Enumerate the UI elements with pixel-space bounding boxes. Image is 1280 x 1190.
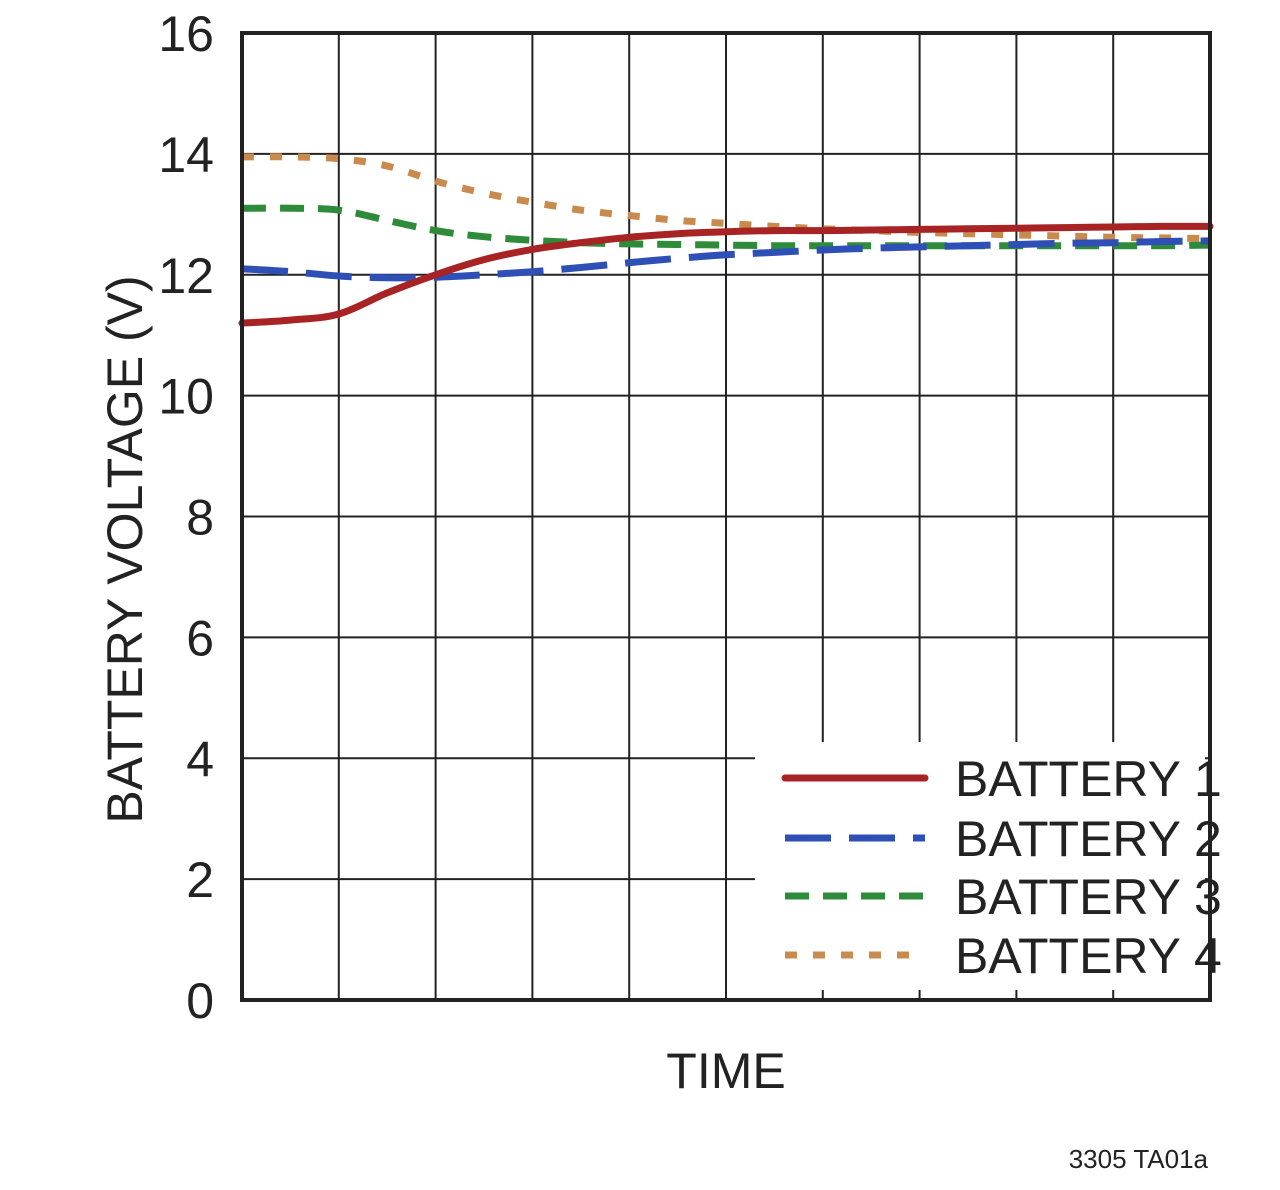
legend-label-4: BATTERY 4 [955, 928, 1222, 984]
y-tick-label: 2 [186, 852, 214, 908]
y-tick-labels: 0 2 4 6 8 10 12 14 16 [158, 6, 214, 1029]
y-tick-label: 16 [158, 6, 214, 62]
plot-frame [240, 31, 1212, 1002]
y-tick-label: 4 [186, 731, 214, 787]
legend-label-3: BATTERY 3 [955, 869, 1222, 925]
grid [242, 33, 1210, 1000]
y-tick-label: 14 [158, 127, 214, 183]
legend-label-2: BATTERY 2 [955, 811, 1222, 867]
y-tick-label: 8 [186, 490, 214, 546]
series-lines [238, 153, 1214, 327]
y-tick-label: 6 [186, 610, 214, 666]
y-axis-label: BATTERY VOLTAGE (V) [97, 275, 153, 823]
figure-code: 3305 TA01a [1069, 1144, 1209, 1174]
legend-label-1: BATTERY 1 [955, 751, 1222, 807]
x-axis-label: TIME [666, 1043, 785, 1099]
series-line-4 [241, 153, 1211, 242]
series-line-2 [241, 237, 1211, 282]
y-tick-label: 10 [158, 369, 214, 425]
y-tick-label: 0 [186, 973, 214, 1029]
series-line-1 [238, 222, 1214, 327]
y-tick-label: 12 [158, 248, 214, 304]
